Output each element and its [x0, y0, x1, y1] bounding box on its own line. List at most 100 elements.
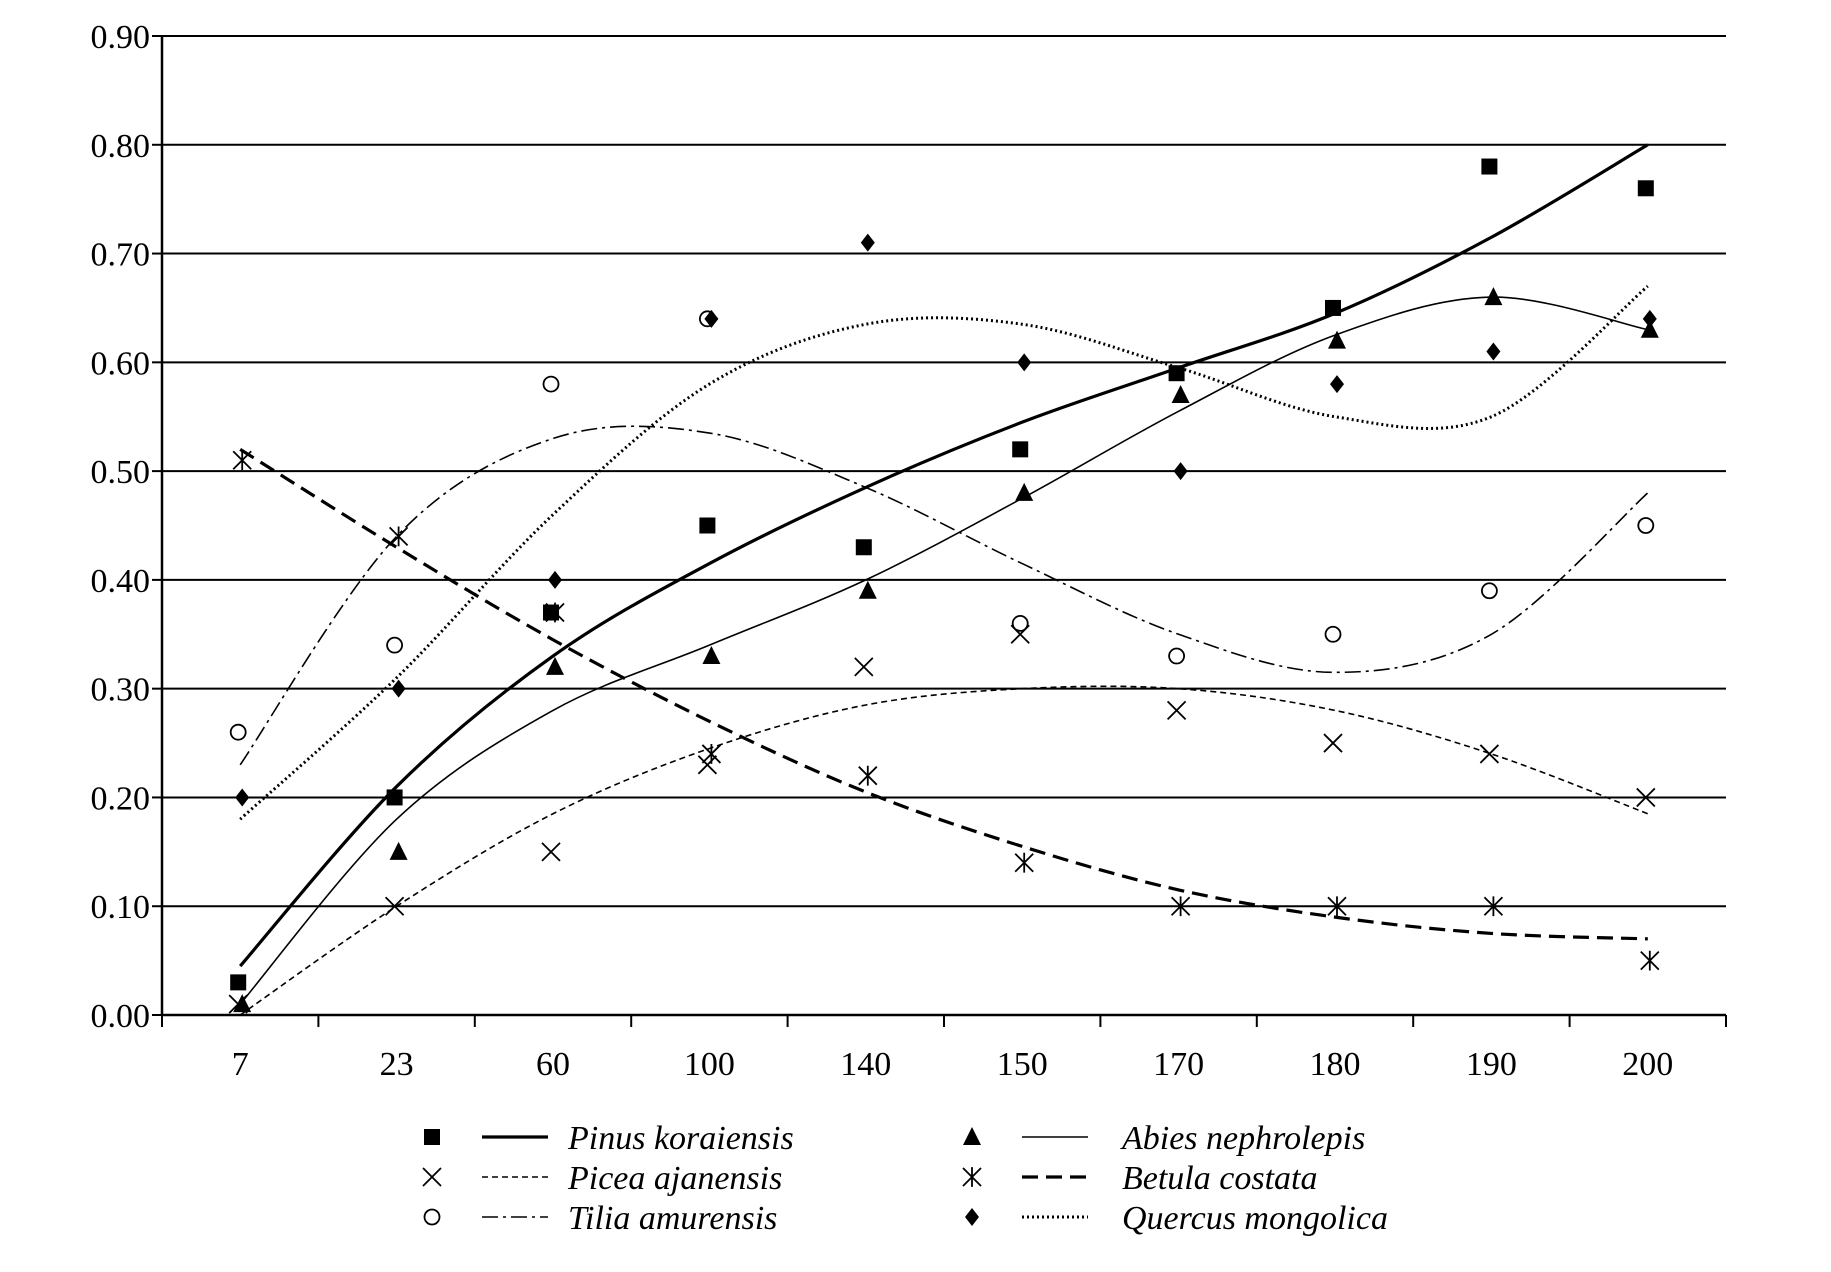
x-tick-label: 190 [1466, 1046, 1517, 1083]
legend-marker-quercus-mongolica [965, 1208, 979, 1226]
trend-line-quercus-mongolica [239, 285, 1649, 821]
y-tick-label: 0.90 [91, 19, 151, 56]
point-tilia-amurensis [1481, 582, 1498, 600]
point-betula-costata [1640, 950, 1660, 971]
point-betula-costata [388, 526, 409, 547]
x-tick-label: 140 [840, 1046, 891, 1083]
point-picea-ajanensis [541, 842, 561, 862]
legend-label-abies-nephrolepis: Abies nephrolepis [1120, 1120, 1365, 1157]
point-abies-nephrolepis [1484, 287, 1503, 306]
point-betula-costata [545, 602, 565, 623]
point-picea-ajanensis [1166, 700, 1187, 721]
point-pinus-koraiensis [699, 517, 716, 534]
y-tick-label: 0.10 [91, 889, 151, 926]
x-tick-label: 170 [1153, 1046, 1204, 1083]
point-betula-costata [1483, 896, 1504, 917]
legend-marker-pinus-koraiensis [424, 1129, 440, 1145]
point-abies-nephrolepis [1640, 319, 1659, 338]
x-tick-label: 180 [1310, 1046, 1361, 1083]
gridlines [162, 35, 1726, 908]
y-tick-label: 0.00 [91, 998, 151, 1035]
point-betula-costata [858, 765, 878, 786]
y-axis-tick-labels: 0.00 0.10 0.20 0.30 0.40 0.50 0.60 0.70 0.80 0.90 [91, 19, 151, 1035]
point-picea-ajanensis [384, 896, 405, 916]
point-betula-costata [1327, 896, 1347, 917]
x-tick-label: 150 [997, 1046, 1048, 1083]
point-quercus-mongolica [548, 570, 562, 589]
x-tick-label: 60 [536, 1046, 570, 1083]
y-tick-label: 0.30 [91, 672, 151, 709]
trend-lines [238, 143, 1649, 1016]
legend-label-picea-ajanensis: Picea ajanensis [567, 1160, 782, 1197]
point-quercus-mongolica [1173, 462, 1188, 481]
trend-line-picea-ajanensis [239, 685, 1649, 1016]
legend-marker-abies-nephrolepis [963, 1127, 981, 1145]
data-points [228, 158, 1660, 1014]
point-quercus-mongolica [860, 233, 875, 252]
y-tick-label: 0.70 [91, 237, 151, 274]
point-pinus-koraiensis [230, 974, 247, 991]
point-quercus-mongolica [391, 679, 406, 698]
legend-label-quercus-mongolica: Quercus mongolica [1122, 1200, 1388, 1237]
y-tick-label: 0.80 [91, 128, 151, 165]
point-tilia-amurensis [542, 375, 560, 393]
legend-marker-tilia-amurensis [423, 1208, 441, 1226]
legend-label-pinus-koraiensis: Pinus koraiensis [567, 1120, 794, 1157]
legend-label-betula-costata: Betula costata [1122, 1160, 1317, 1197]
point-quercus-mongolica [1330, 375, 1344, 394]
point-pinus-koraiensis [386, 789, 403, 806]
point-tilia-amurensis [229, 723, 247, 741]
point-pinus-koraiensis [855, 539, 872, 556]
point-tilia-amurensis [1168, 647, 1185, 665]
axes [152, 35, 1727, 1027]
legend-marker-picea-ajanensis [422, 1167, 442, 1187]
point-abies-nephrolepis [1015, 482, 1034, 501]
point-picea-ajanensis [228, 994, 248, 1014]
point-picea-ajanensis [697, 755, 718, 775]
point-quercus-mongolica [704, 309, 719, 328]
x-axis-tick-labels: 7 23 60 100 140 150 170 180 190 200 [232, 1046, 1674, 1083]
trend-line-betula-costata [239, 447, 1648, 941]
point-picea-ajanensis [854, 657, 874, 677]
point-tilia-amurensis [1637, 517, 1655, 534]
legend-marker-betula-costata [962, 1167, 982, 1187]
point-pinus-koraiensis [1168, 365, 1185, 382]
point-picea-ajanensis [1479, 744, 1500, 764]
y-tick-label: 0.40 [91, 563, 151, 600]
point-betula-costata [701, 744, 722, 764]
x-tick-label: 23 [380, 1046, 414, 1083]
point-tilia-amurensis [1011, 615, 1029, 632]
point-pinus-koraiensis [1637, 180, 1654, 197]
point-abies-nephrolepis [858, 580, 877, 599]
trend-line-pinus-koraiensis [238, 143, 1649, 968]
point-betula-costata [1014, 852, 1034, 873]
point-quercus-mongolica [235, 788, 250, 807]
point-picea-ajanensis [1636, 787, 1656, 808]
point-abies-nephrolepis [1328, 330, 1346, 349]
x-tick-label: 200 [1622, 1046, 1673, 1083]
point-betula-costata [232, 450, 252, 471]
point-pinus-koraiensis [1481, 158, 1498, 175]
point-pinus-koraiensis [1325, 299, 1341, 316]
y-tick-label: 0.60 [91, 345, 151, 382]
point-tilia-amurensis [1324, 625, 1342, 643]
point-quercus-mongolica [1486, 342, 1501, 361]
x-tick-label: 100 [684, 1046, 735, 1083]
y-tick-label: 0.20 [91, 780, 151, 817]
trend-line-abies-nephrolepis [239, 296, 1648, 1005]
x-tick-label: 7 [232, 1046, 249, 1083]
y-tick-label: 0.50 [91, 454, 151, 491]
point-abies-nephrolepis [546, 656, 564, 675]
point-abies-nephrolepis [1171, 384, 1190, 403]
point-betula-costata [1170, 896, 1191, 917]
point-tilia-amurensis [386, 636, 404, 654]
point-quercus-mongolica [1642, 309, 1657, 328]
point-picea-ajanensis [1323, 733, 1343, 753]
trend-line-tilia-amurensis [239, 425, 1649, 766]
point-abies-nephrolepis [389, 841, 408, 860]
point-abies-nephrolepis [702, 646, 721, 665]
point-abies-nephrolepis [233, 994, 252, 1013]
point-pinus-koraiensis [1012, 441, 1029, 458]
